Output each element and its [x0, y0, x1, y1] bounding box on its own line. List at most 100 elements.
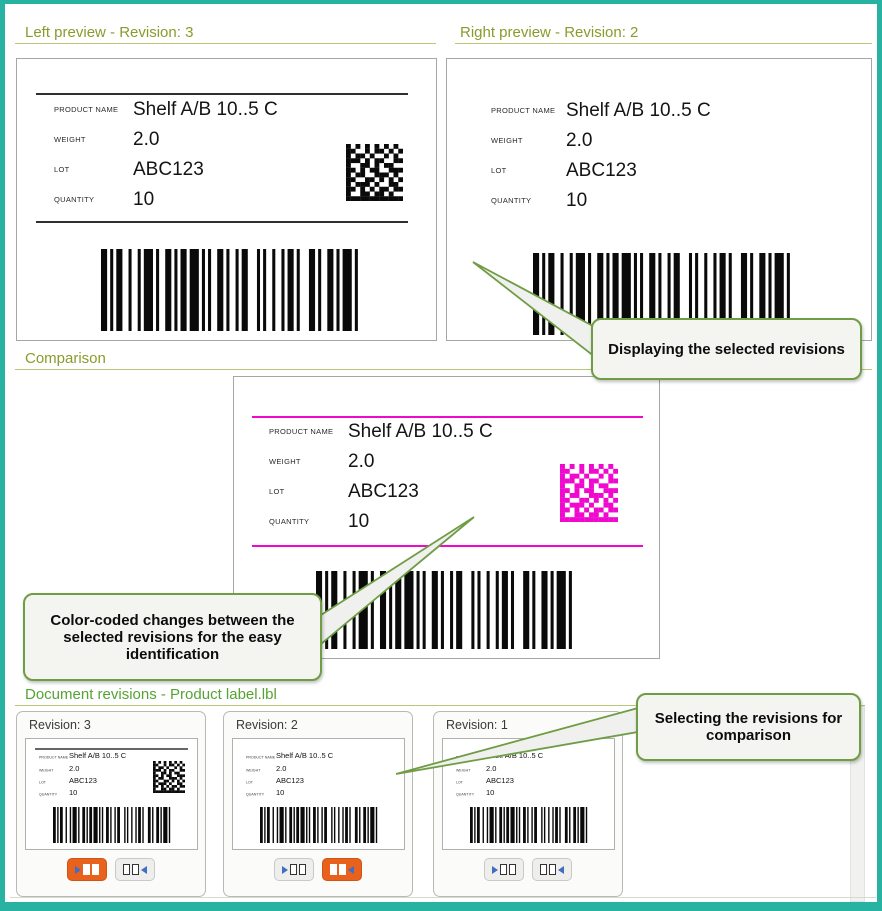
field-label: QUANTITY: [39, 792, 58, 797]
right-preview-header: Right preview - Revision: 2: [460, 24, 639, 41]
field-label: WEIGHT: [269, 457, 301, 466]
revision-card: Revision: 2 PRODUCT NAME Shelf A/B 10..5…: [223, 711, 413, 897]
assign-left-button[interactable]: [274, 858, 314, 881]
field-label: PRODUCT NAME: [269, 427, 334, 436]
assign-right-icon: [558, 865, 564, 874]
field-value: ABC123: [276, 776, 304, 785]
field-label: LOT: [491, 166, 507, 175]
assign-left-icon: [282, 865, 288, 874]
pane-icon: [290, 864, 297, 875]
diff-bottom-rule: [252, 545, 643, 547]
field-value: 2.0: [348, 451, 375, 472]
field-label: PRODUCT NAME: [39, 755, 69, 760]
pane-icon: [549, 864, 556, 875]
pane-icon: [330, 864, 337, 875]
pane-icon: [92, 864, 99, 875]
field-label: WEIGHT: [39, 768, 54, 773]
right-header-underline: [455, 43, 872, 44]
field-value: 10: [133, 189, 155, 210]
field-label: LOT: [456, 780, 464, 785]
revisions-header: Document revisions - Product label.lbl: [25, 686, 277, 703]
revision-card-title: Revision: 3: [29, 718, 91, 732]
pane-icon: [339, 864, 346, 875]
assign-left-button[interactable]: [67, 858, 107, 881]
field-value: ABC123: [133, 159, 204, 180]
field-value: Shelf A/B 10..5 C: [566, 100, 711, 121]
revision-card-title: Revision: 2: [236, 718, 298, 732]
linear-barcode: [101, 249, 364, 331]
assign-right-button[interactable]: [532, 858, 572, 881]
field-value: ABC123: [348, 481, 419, 502]
comparison-header-underline: [15, 369, 872, 370]
field-label: WEIGHT: [54, 135, 86, 144]
revision-thumbnail[interactable]: PRODUCT NAME Shelf A/B 10..5 C WEIGHT 2.…: [442, 738, 615, 850]
bottom-divider: [10, 897, 876, 898]
diff-top-rule: [252, 416, 643, 418]
field-value: ABC123: [69, 776, 97, 785]
field-label: LOT: [39, 780, 47, 785]
left-preview-panel: PRODUCT NAME Shelf A/B 10..5 C WEIGHT 2.…: [16, 58, 437, 341]
label-top-rule: [36, 93, 408, 95]
field-label: QUANTITY: [54, 195, 95, 204]
field-label: WEIGHT: [246, 768, 261, 773]
field-label: WEIGHT: [456, 768, 471, 773]
field-label: PRODUCT NAME: [246, 755, 276, 760]
field-label: LOT: [54, 165, 70, 174]
right-preview-panel: PRODUCT NAME Shelf A/B 10..5 C WEIGHT 2.…: [446, 58, 872, 341]
callout-selecting: Selecting the revisions for comparison: [636, 693, 861, 761]
linear-barcode: [470, 807, 590, 843]
pane-icon: [540, 864, 547, 875]
field-label: QUANTITY: [269, 517, 310, 526]
datamatrix-barcode-diff: [560, 464, 619, 523]
pane-icon: [83, 864, 90, 875]
field-value: 10: [276, 788, 285, 797]
field-value: 2.0: [486, 764, 497, 773]
field-label: WEIGHT: [491, 136, 523, 145]
assign-right-icon: [141, 865, 147, 874]
assign-left-icon: [492, 865, 498, 874]
datamatrix-barcode: [153, 761, 186, 794]
field-label: QUANTITY: [246, 792, 265, 797]
pane-icon: [132, 864, 139, 875]
revisions-header-underline: [15, 705, 865, 706]
thumb-top-rule: [35, 748, 188, 750]
assign-right-button[interactable]: [115, 858, 155, 881]
field-label: PRODUCT NAME: [491, 106, 556, 115]
revision-card: Revision: 1 PRODUCT NAME Shelf A/B 10..5…: [433, 711, 623, 897]
field-value: Shelf A/B 10..5 C: [133, 99, 278, 120]
revision-thumbnail[interactable]: PRODUCT NAME Shelf A/B 10..5 C WEIGHT 2.…: [232, 738, 405, 850]
field-label: QUANTITY: [456, 792, 475, 797]
field-label: QUANTITY: [491, 196, 532, 205]
pane-icon: [500, 864, 507, 875]
linear-barcode: [260, 807, 380, 843]
linear-barcode: [316, 571, 578, 649]
field-value: Shelf A/B 10..5 C: [276, 751, 334, 760]
left-preview-header: Left preview - Revision: 3: [25, 24, 194, 41]
revision-card: Revision: 3 PRODUCT NAME Shelf A/B 10..5…: [16, 711, 206, 897]
field-value: ABC123: [486, 776, 514, 785]
comparison-header: Comparison: [25, 350, 106, 367]
field-value: ABC123: [566, 160, 637, 181]
assign-left-button[interactable]: [484, 858, 524, 881]
linear-barcode: [53, 807, 173, 843]
callout-displaying: Displaying the selected revisions: [591, 318, 862, 380]
assign-left-icon: [75, 865, 81, 874]
pane-icon: [509, 864, 516, 875]
field-value: Shelf A/B 10..5 C: [348, 421, 493, 442]
revision-thumbnail[interactable]: PRODUCT NAME Shelf A/B 10..5 C WEIGHT 2.…: [25, 738, 198, 850]
field-value: 2.0: [69, 764, 80, 773]
revision-card-title: Revision: 1: [446, 718, 508, 732]
field-label: PRODUCT NAME: [54, 105, 119, 114]
callout-color-coded: Color-coded changes between the selected…: [23, 593, 322, 681]
field-value: 2.0: [133, 129, 160, 150]
assign-right-icon: [348, 865, 354, 874]
assign-right-button[interactable]: [322, 858, 362, 881]
field-label: PRODUCT NAME: [456, 755, 486, 760]
label-bottom-rule: [36, 221, 408, 223]
field-label: LOT: [246, 780, 254, 785]
left-header-underline: [15, 43, 436, 44]
field-label: LOT: [269, 487, 285, 496]
field-value: 10: [348, 511, 370, 532]
field-value: 2.0: [566, 130, 593, 151]
